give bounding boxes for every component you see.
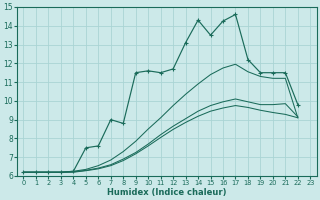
X-axis label: Humidex (Indice chaleur): Humidex (Indice chaleur)	[107, 188, 227, 197]
